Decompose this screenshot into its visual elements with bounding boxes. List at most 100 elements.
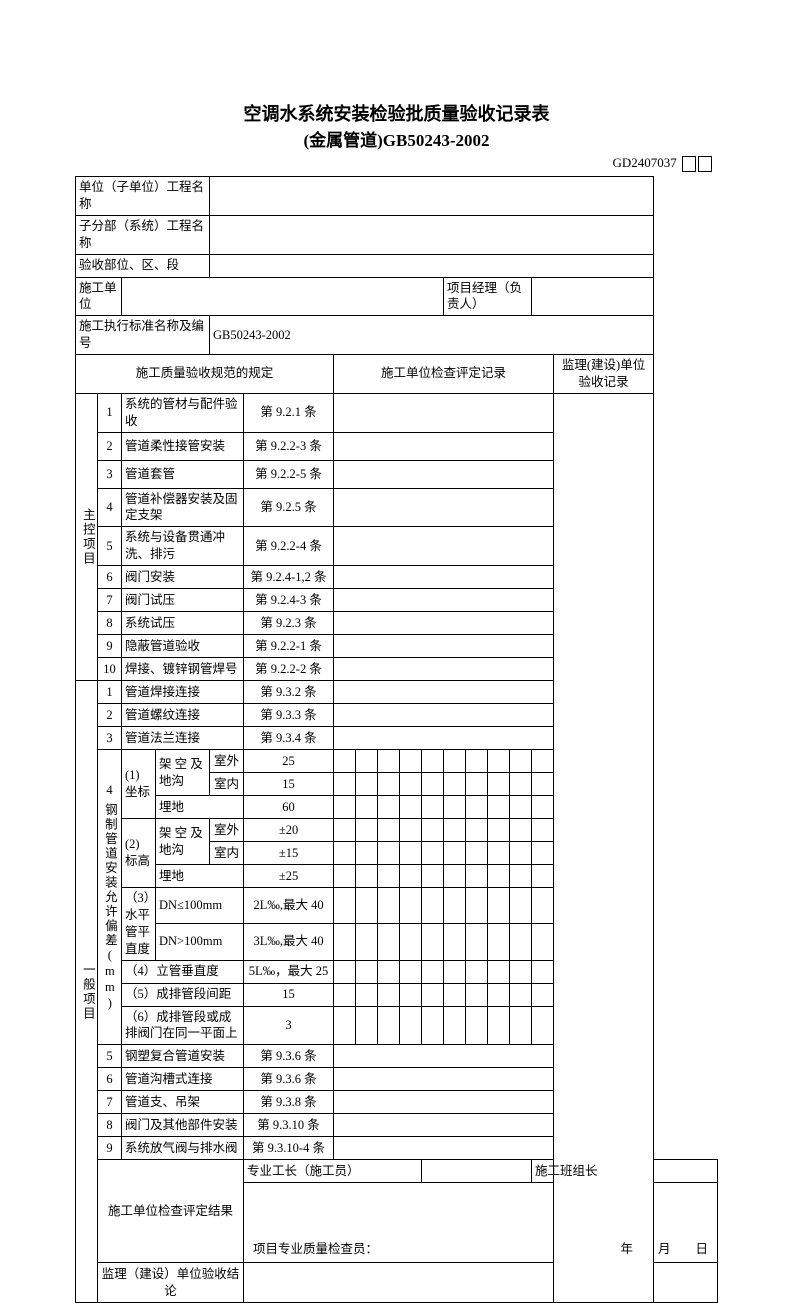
g[interactable] [532,888,554,924]
g[interactable] [510,819,532,842]
g[interactable] [334,924,356,960]
g[interactable] [532,865,554,888]
foot-qc-cell[interactable]: 项目专业质量检查员： 年 月 日 [244,1183,718,1263]
zk-8-check[interactable] [334,612,554,635]
zk-1-check[interactable] [334,393,554,432]
g[interactable] [334,819,356,842]
g[interactable] [532,983,554,1006]
hdr-contractor-val[interactable] [122,277,444,316]
g[interactable] [488,842,510,865]
g[interactable] [466,796,488,819]
g[interactable] [356,750,378,773]
g[interactable] [532,1006,554,1045]
g[interactable] [444,773,466,796]
g[interactable] [400,819,422,842]
g[interactable] [444,960,466,983]
g[interactable] [400,888,422,924]
g[interactable] [378,983,400,1006]
g[interactable] [334,796,356,819]
g[interactable] [356,796,378,819]
g[interactable] [444,888,466,924]
g[interactable] [400,960,422,983]
g[interactable] [510,924,532,960]
g[interactable] [356,773,378,796]
g[interactable] [334,750,356,773]
g[interactable] [400,924,422,960]
g[interactable] [510,773,532,796]
g[interactable] [466,773,488,796]
g[interactable] [532,819,554,842]
g[interactable] [510,842,532,865]
g[interactable] [378,888,400,924]
g[interactable] [378,865,400,888]
zk-6-check[interactable] [334,566,554,589]
g[interactable] [466,983,488,1006]
hdr-unit-name-val[interactable] [210,177,654,216]
g[interactable] [488,1006,510,1045]
zk-5-check[interactable] [334,527,554,566]
g[interactable] [422,773,444,796]
g[interactable] [532,924,554,960]
g[interactable] [488,796,510,819]
g[interactable] [510,750,532,773]
g[interactable] [532,842,554,865]
g[interactable] [488,750,510,773]
g[interactable] [422,865,444,888]
zk-3-check[interactable] [334,460,554,488]
g[interactable] [444,842,466,865]
g[interactable] [466,960,488,983]
g[interactable] [334,983,356,1006]
g[interactable] [422,750,444,773]
g[interactable] [466,924,488,960]
foot-bz-val[interactable] [654,1160,718,1183]
g[interactable] [488,924,510,960]
g[interactable] [356,842,378,865]
yb-5-check[interactable] [334,1045,554,1068]
g[interactable] [356,960,378,983]
g[interactable] [444,819,466,842]
g[interactable] [510,796,532,819]
g[interactable] [356,819,378,842]
g[interactable] [334,960,356,983]
g[interactable] [400,865,422,888]
yb-1-check[interactable] [334,681,554,704]
g[interactable] [334,1006,356,1045]
g[interactable] [466,888,488,924]
g[interactable] [510,1006,532,1045]
g[interactable] [510,983,532,1006]
yb-7-check[interactable] [334,1091,554,1114]
yb-8-check[interactable] [334,1114,554,1137]
g[interactable] [422,819,444,842]
zk-10-check[interactable] [334,658,554,681]
g[interactable] [422,888,444,924]
g[interactable] [466,1006,488,1045]
g[interactable] [444,983,466,1006]
g[interactable] [400,750,422,773]
yb-6-check[interactable] [334,1068,554,1091]
g[interactable] [488,773,510,796]
g[interactable] [532,796,554,819]
g[interactable] [378,750,400,773]
g[interactable] [400,983,422,1006]
g[interactable] [356,1006,378,1045]
g[interactable] [400,842,422,865]
g[interactable] [356,983,378,1006]
foot-sup-result-val[interactable] [244,1263,718,1303]
g[interactable] [466,865,488,888]
hdr-section-val[interactable] [210,254,654,277]
yb-3-check[interactable] [334,727,554,750]
zk-4-check[interactable] [334,488,554,527]
g[interactable] [334,842,356,865]
g[interactable] [532,773,554,796]
g[interactable] [466,750,488,773]
g[interactable] [444,865,466,888]
yb-2-check[interactable] [334,704,554,727]
g[interactable] [378,1006,400,1045]
g[interactable] [444,1006,466,1045]
g[interactable] [400,796,422,819]
g[interactable] [378,960,400,983]
g[interactable] [488,819,510,842]
g[interactable] [334,888,356,924]
g[interactable] [422,924,444,960]
g[interactable] [356,924,378,960]
